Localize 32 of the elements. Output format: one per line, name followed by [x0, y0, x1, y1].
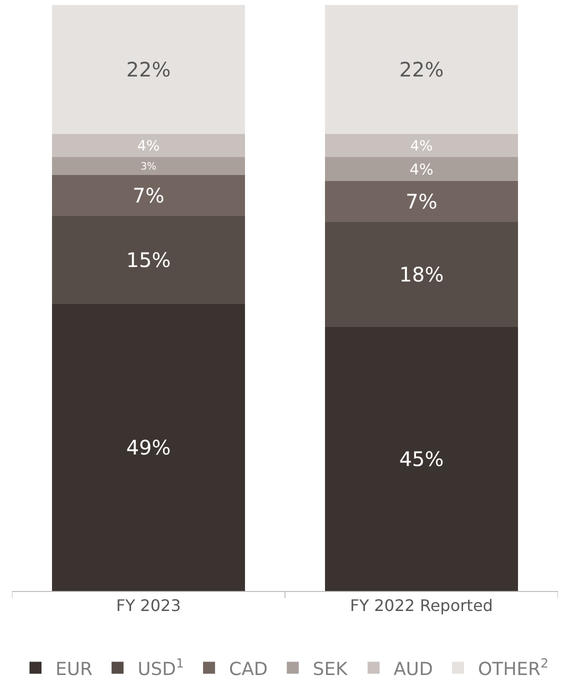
legend-label: USD$^{1}$ — [138, 655, 184, 680]
data-label: 4% — [410, 160, 434, 178]
data-label: 22% — [126, 58, 171, 82]
data-label: 22% — [399, 58, 444, 82]
bar — [325, 5, 518, 134]
legend-label: OTHER$^{2}$ — [478, 655, 549, 680]
legend-label: SEK — [312, 658, 349, 680]
data-label: 15% — [126, 248, 171, 272]
legend-label: AUD — [394, 658, 433, 680]
legend-label: CAD — [229, 658, 268, 680]
bar — [52, 216, 245, 304]
bar — [325, 157, 518, 181]
legend-label: EUR — [56, 658, 93, 680]
bar — [52, 134, 245, 157]
data-label: 7% — [132, 184, 164, 208]
bar — [52, 5, 245, 134]
data-label: 3% — [140, 162, 156, 172]
data-label: 4% — [137, 138, 160, 154]
bar — [52, 175, 245, 216]
bar — [325, 134, 518, 157]
x-tick-label: FY 2022 Reported — [350, 596, 493, 616]
bar — [52, 157, 245, 175]
x-tick-label: FY 2023 — [116, 596, 181, 616]
data-label: 7% — [406, 190, 438, 214]
bar — [325, 222, 518, 327]
data-label: 45% — [399, 447, 444, 471]
data-label: 49% — [126, 436, 171, 460]
data-label: 4% — [410, 138, 433, 154]
bar — [325, 181, 518, 222]
bar — [52, 304, 245, 591]
bar — [325, 327, 518, 591]
data-label: 18% — [399, 262, 444, 286]
